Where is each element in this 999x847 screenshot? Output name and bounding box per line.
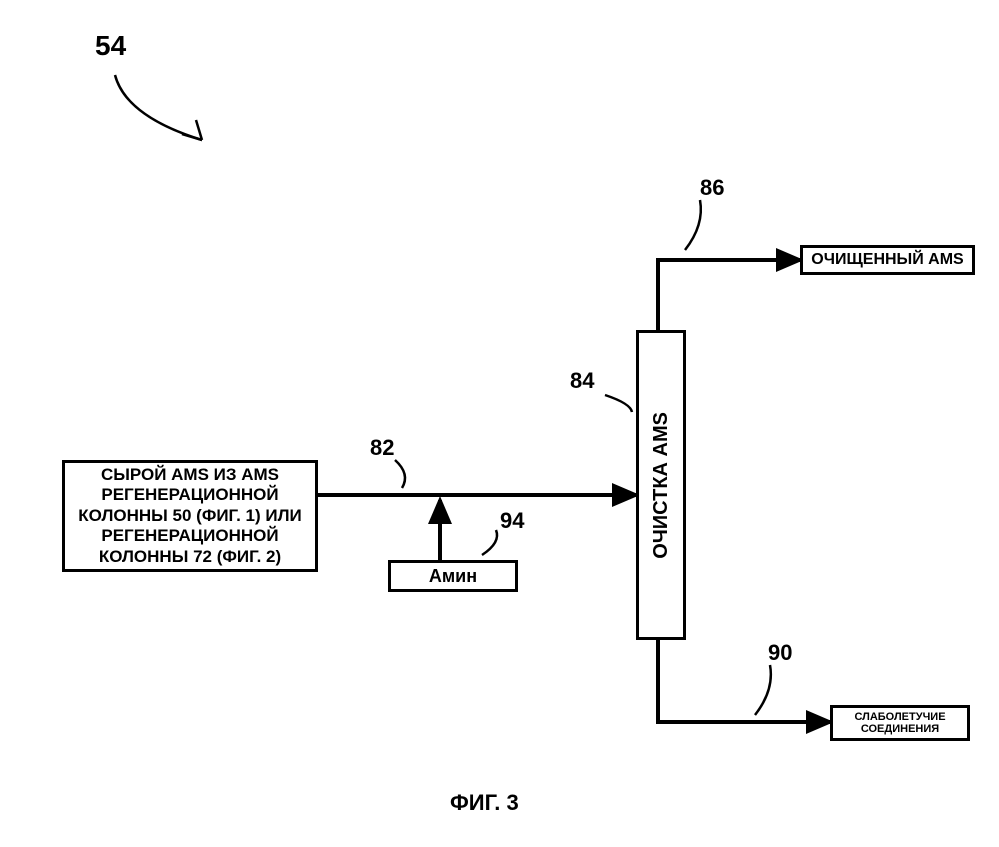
figure-number-54: 54: [95, 30, 126, 62]
output-bottom-box: СЛАБОЛЕТУЧИЕ СОЕДИНЕНИЯ: [830, 705, 970, 741]
amin-box: Амин: [388, 560, 518, 592]
figure-caption: ФИГ. 3: [450, 790, 519, 816]
column-box-text: ОЧИСТКА AMS: [650, 412, 673, 559]
ref-label-84: 84: [570, 368, 594, 394]
output-top-box: ОЧИЩЕННЫЙ AMS: [800, 245, 975, 275]
ref-label-90: 90: [768, 640, 792, 666]
output-bottom-text: СЛАБОЛЕТУЧИЕ СОЕДИНЕНИЯ: [833, 711, 967, 735]
ref-label-86: 86: [700, 175, 724, 201]
ref-label-82: 82: [370, 435, 394, 461]
ref-label-94: 94: [500, 508, 524, 534]
output-top-text: ОЧИЩЕННЫЙ AMS: [811, 251, 963, 269]
source-box: СЫРОЙ AMS ИЗ AMS РЕГЕНЕРАЦИОННОЙ КОЛОННЫ…: [62, 460, 318, 572]
column-box: ОЧИСТКА AMS: [636, 330, 686, 640]
amin-box-text: Амин: [429, 566, 477, 587]
source-box-text: СЫРОЙ AMS ИЗ AMS РЕГЕНЕРАЦИОННОЙ КОЛОННЫ…: [65, 465, 315, 567]
